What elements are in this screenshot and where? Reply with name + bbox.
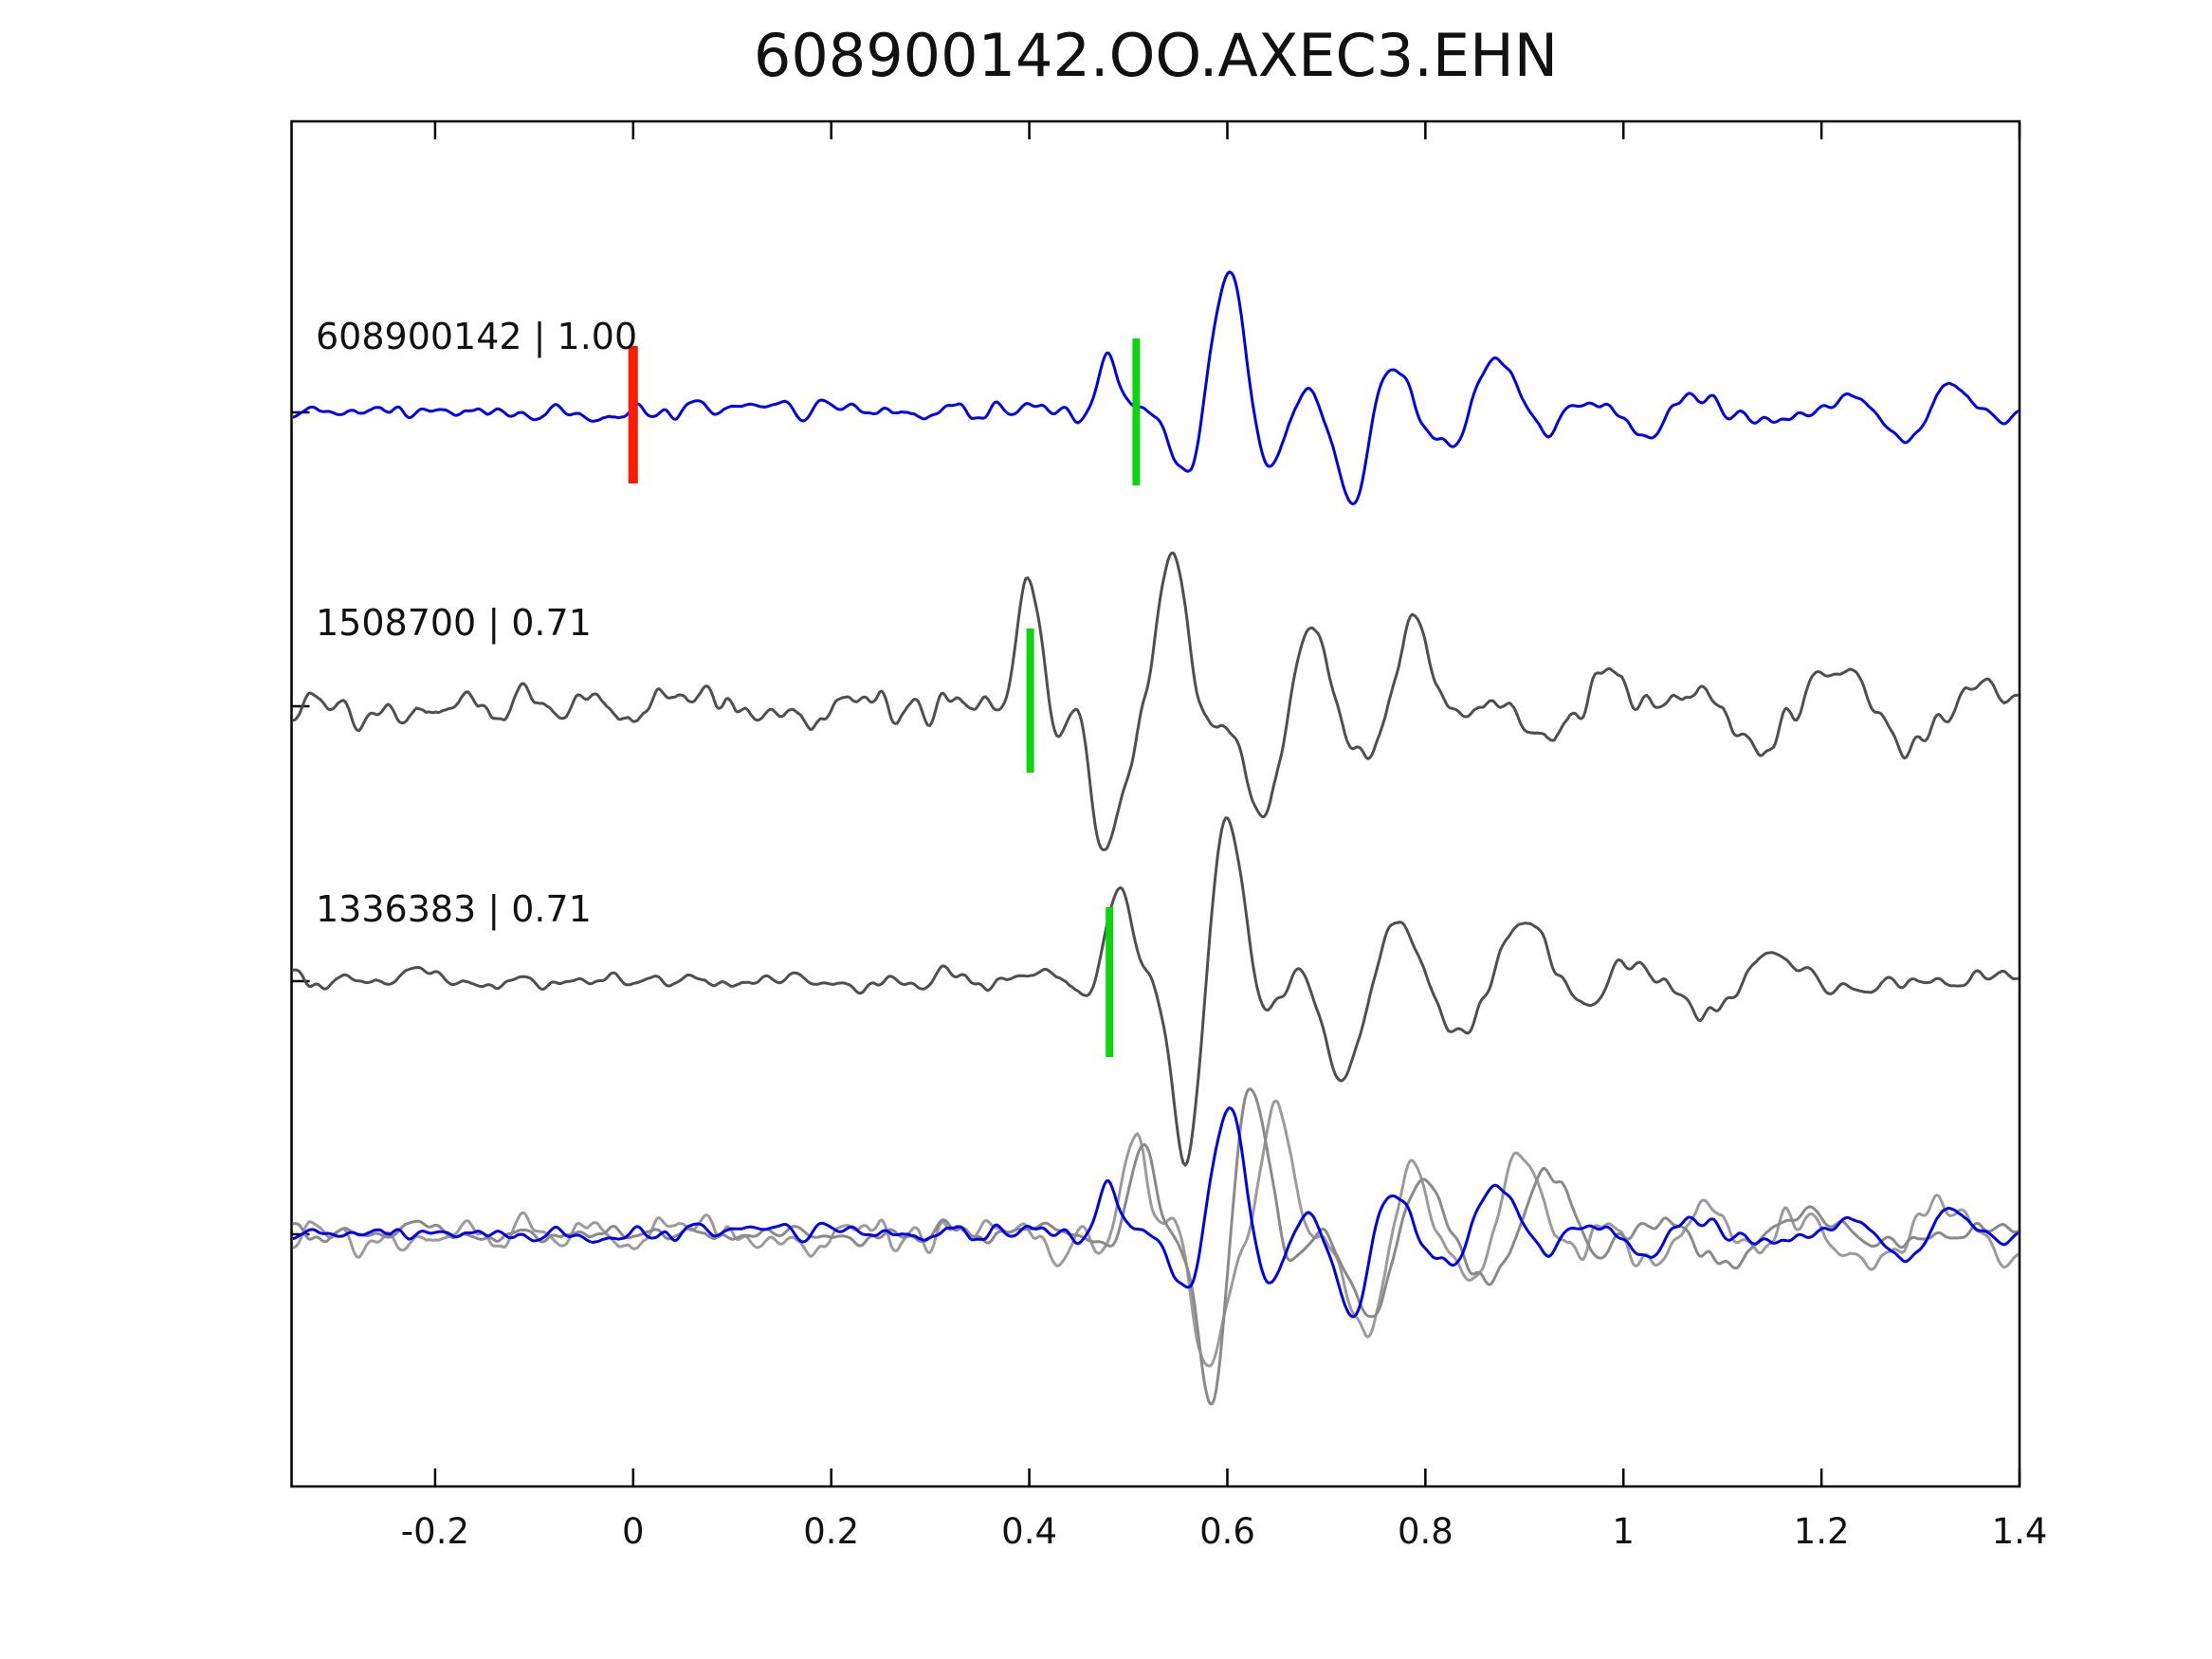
trace-labels: 608900142 | 1.00 1508700 | 0.71 1336383 … [316,316,637,931]
x-tick-label: 0.8 [1398,1511,1453,1552]
pick-markers [628,338,1141,1057]
x-tick-label: 0.4 [1001,1511,1057,1552]
chart-title: 608900142.OO.AXEC3.EHN [754,21,1558,90]
x-tick-label: 1.4 [1992,1511,2048,1552]
trace-line-1336383 [293,816,2019,1167]
x-tick-label: 1 [1612,1511,1635,1552]
trace-label: 1336383 | 0.71 [316,888,592,931]
trace-lines [293,270,2019,1406]
x-tick-label: -0.2 [401,1511,469,1552]
pick-marker-1336383 [1106,907,1114,1057]
x-tick-labels: -0.2 0 0.2 0.4 0.6 0.8 1 1.2 1.4 [401,1511,2048,1552]
pick-marker-608900142 [1132,338,1141,485]
x-tick-label: 0.2 [803,1511,859,1552]
overlay-line-1508700 [293,1099,2019,1368]
x-tick-label: 0.6 [1199,1511,1255,1552]
x-tick-label: 1.2 [1794,1511,1850,1552]
trace-line-1508700 [293,551,2019,851]
trace-label: 1508700 | 0.71 [316,602,592,645]
x-tick-label: 0 [622,1511,645,1552]
plot-border [290,119,2021,1488]
overlay-line-608900142 [293,1106,2019,1319]
reference-time-marker [628,346,638,483]
overlay-line-1336383 [293,1087,2019,1406]
trace-line-608900142 [293,270,2019,506]
pick-marker-1508700 [1026,629,1034,773]
trace-label: 608900142 | 1.00 [316,316,637,358]
